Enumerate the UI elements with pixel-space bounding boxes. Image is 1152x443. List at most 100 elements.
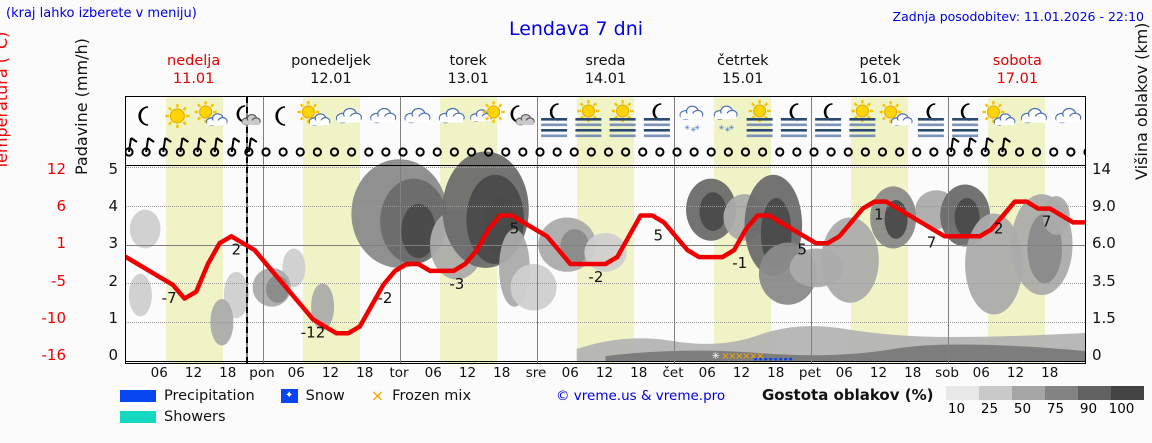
precipitation-mark — [784, 358, 788, 361]
temperature-extreme-label: 7 — [927, 233, 937, 251]
day-header-strip: nedelja 11.01 ponedeljek 12.01 torek 13.01 sre… — [125, 52, 1086, 94]
x-tick-label: 18 — [493, 365, 511, 381]
moon-fog-icon — [541, 103, 568, 138]
credit-link[interactable]: © vreme.us & vreme.pro — [556, 388, 726, 404]
x-tick-label: 12 — [869, 365, 888, 381]
frozen-mix-mark: × — [728, 351, 736, 362]
cloud-icon — [370, 107, 397, 124]
temperature-curve-layer: -7 2 -12 -2 -3 5 -2 5 -1 5 1 7 2 7 4 — [126, 97, 1085, 363]
svg-text:✳: ✳ — [684, 124, 690, 132]
wind-barb — [723, 147, 733, 157]
sun-fog-icon — [849, 100, 876, 138]
wind-barb — [603, 147, 614, 157]
temperature-tick: 12 — [46, 160, 66, 178]
cloud-density-blob — [560, 229, 590, 264]
x-tick-label: sob — [935, 365, 959, 381]
cloud-height-tick: 0 — [1092, 346, 1102, 364]
moon-cloud-icon — [510, 105, 535, 126]
cloud-height-tick: 1.5 — [1092, 308, 1116, 327]
day-divider — [811, 97, 812, 363]
wind-barb — [689, 147, 699, 157]
wind-barb — [997, 137, 1011, 157]
day-header-0: nedelja 11.01 — [125, 52, 262, 94]
wind-barb — [1032, 147, 1042, 157]
x-tick-label: 12 — [184, 365, 203, 381]
frozen-mix-mark: × — [756, 351, 764, 362]
frozen-mix-icon: × — [370, 385, 385, 405]
day-header-1: ponedeljek 12.01 — [262, 52, 399, 94]
moon-fog-icon — [780, 103, 807, 138]
moon-cloud-icon — [236, 105, 261, 126]
showers-swatch — [120, 410, 156, 423]
cloud-height-tick: 9.0 — [1092, 197, 1116, 216]
day-header-3: sreda 14.01 — [537, 52, 674, 94]
legend-snow-label: Snow — [305, 387, 345, 404]
x-tick-label: 18 — [767, 365, 785, 381]
low-cloud-deck-dense — [605, 344, 1085, 361]
wind-barb — [244, 137, 258, 157]
density-swatch — [979, 386, 1012, 400]
temperature-axis-ticks: 12 6 1 -5 -10 -16 — [22, 160, 67, 370]
legend-frozen-mix-label: Frozen mix — [392, 387, 472, 404]
svg-text:✳: ✳ — [690, 126, 696, 134]
axis-baseline — [126, 361, 1085, 362]
cloud-icon — [1055, 107, 1082, 124]
x-tick-label: tor — [389, 365, 409, 381]
current-time-marker — [245, 97, 248, 363]
wind-barbs-svg — [126, 137, 1085, 157]
x-tick-label: 06 — [972, 365, 990, 381]
wind-barb — [758, 147, 768, 157]
frozen-mix-mark: × — [721, 351, 729, 362]
sun-icon — [165, 104, 190, 128]
day-divider — [948, 97, 949, 363]
wind-barb — [843, 147, 853, 157]
wind-barb — [655, 147, 665, 157]
cloud-height-axis-label: Višina oblakov (km) — [1132, 22, 1151, 180]
precipitation-mark — [754, 358, 758, 361]
x-tick-label: pet — [798, 365, 822, 381]
density-step-label: 75 — [1046, 401, 1065, 417]
wind-barb — [638, 147, 648, 157]
day-header-2: torek 13.01 — [400, 52, 537, 94]
density-swatch — [946, 386, 979, 400]
day-name: nedelja — [167, 53, 221, 69]
x-tick-label: 12 — [595, 365, 614, 381]
legend: Precipitation ✦ Snow × Frozen mix Shower… — [120, 385, 497, 427]
day-date: 12.01 — [310, 71, 352, 88]
wind-barb — [295, 147, 305, 157]
temperature-extreme-label: -3 — [449, 275, 464, 293]
temperature-extreme-label: 5 — [510, 220, 520, 238]
svg-text:✳: ✳ — [694, 124, 700, 132]
wind-barb — [946, 137, 960, 157]
weather-icons-svg: ✳ ✳✳ ✳ ✳✳ — [138, 100, 1082, 138]
wind-barb — [535, 147, 545, 157]
day-header-6: sobota 17.01 — [949, 52, 1086, 94]
legend-snow: ✦ Snow — [280, 387, 345, 404]
x-tick-label: sre — [525, 365, 547, 381]
precipitation-mark — [774, 358, 778, 361]
temperature-extreme-label: -12 — [301, 323, 326, 341]
density-swatch — [1078, 386, 1111, 400]
x-tick-label: 12 — [1006, 365, 1025, 381]
day-name: torek — [449, 53, 487, 69]
cloud-density-blob — [965, 213, 1023, 315]
precipitation-layer: × × × × × × ✳ — [126, 97, 1085, 363]
wind-barb — [484, 147, 494, 157]
day-date: 17.01 — [996, 71, 1039, 88]
sun-cloud-icon — [982, 101, 1016, 127]
frozen-mix-mark: × — [735, 351, 743, 362]
precip-marks: ××××××✳ — [712, 351, 793, 362]
wind-barb — [963, 137, 977, 157]
day-date: 11.01 — [172, 71, 215, 88]
location-menu-note[interactable]: (kraj lahko izberete v meniju) — [6, 6, 197, 21]
x-tick-label: 18 — [356, 365, 374, 381]
cloud-density-blob — [699, 192, 727, 232]
cloud-density-layer — [126, 97, 1085, 363]
x-tick-label: 06 — [561, 365, 579, 381]
precipitation-mark — [769, 358, 773, 361]
day-date: 13.01 — [447, 71, 489, 88]
temperature-extreme-label: -2 — [588, 268, 603, 286]
density-swatch — [1012, 386, 1045, 400]
svg-text:✳: ✳ — [718, 124, 724, 132]
